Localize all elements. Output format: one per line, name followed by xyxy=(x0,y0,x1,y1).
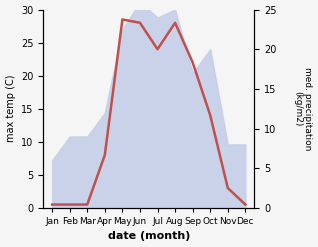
Y-axis label: max temp (C): max temp (C) xyxy=(5,75,16,143)
Y-axis label: med. precipitation
(kg/m2): med. precipitation (kg/m2) xyxy=(293,67,313,150)
X-axis label: date (month): date (month) xyxy=(107,231,190,242)
